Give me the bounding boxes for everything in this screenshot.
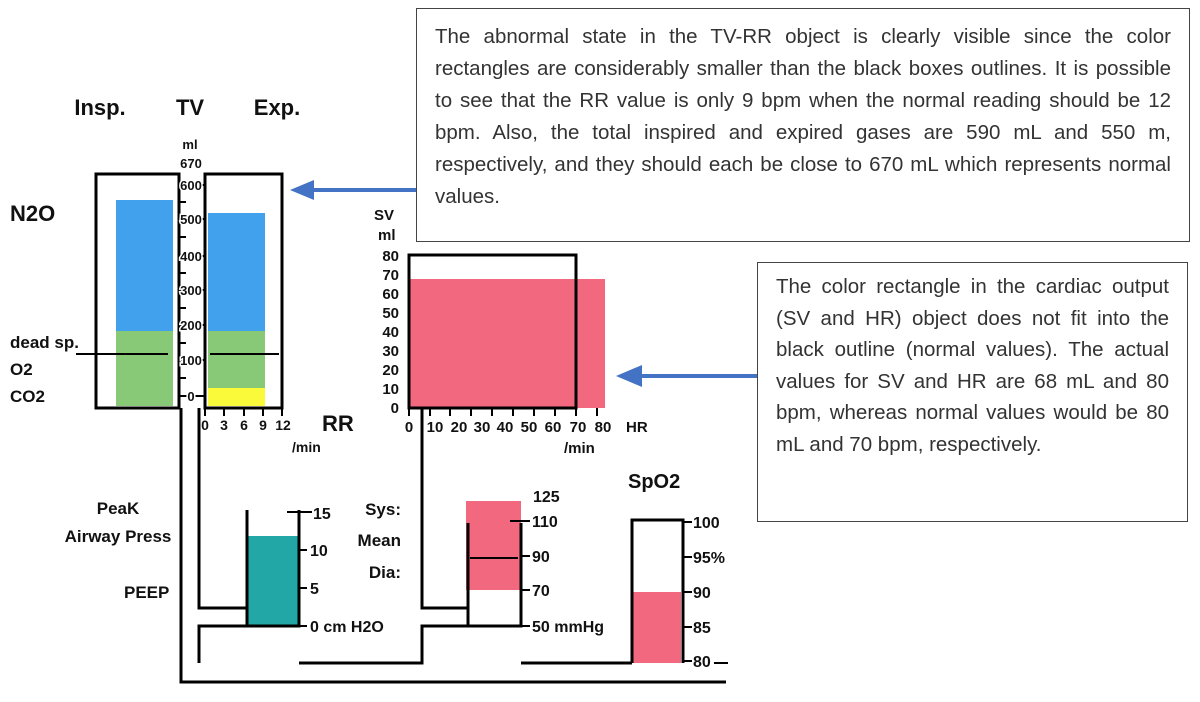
rr-tick-0: 0 [201, 417, 209, 433]
exp-n2o-bar [208, 213, 265, 331]
airway-tick-5: 5 [310, 581, 319, 598]
tv-tick-400: 400 [180, 249, 202, 264]
rr-unit: /min [292, 439, 321, 455]
sv-tick-80: 80 [382, 248, 399, 265]
airway-ticks [287, 511, 312, 627]
tv-rr-object: Insp. TV Exp. ml 670 600 500 40 [10, 95, 354, 455]
bp-tick-125: 125 [533, 489, 560, 506]
spo2-object: SpO2 100 95% 90 85 80 [628, 471, 728, 671]
hr-tick-20: 20 [451, 419, 468, 436]
peep-label: PEEP [124, 583, 169, 602]
hr-axis-ticks [408, 408, 598, 416]
hr-tick-10: 10 [427, 419, 444, 436]
spo2-title: SpO2 [628, 471, 680, 493]
bp-tick-70: 70 [532, 583, 550, 600]
airway-outline [245, 510, 301, 628]
bp-sys-label: Sys: [365, 500, 401, 519]
cardiac-fill [409, 279, 605, 408]
airway-pressure-object: PeaK Airway Press PEEP 15 10 5 0 cm H2O [65, 499, 384, 636]
hr-tick-60: 60 [545, 419, 562, 436]
sv-tick-0: 0 [391, 400, 399, 417]
bp-tick-110: 110 [532, 514, 558, 531]
rr-tick-3: 3 [220, 417, 228, 433]
spo2-tick-95: 95% [693, 550, 725, 567]
rr-title: RR [322, 411, 354, 436]
peak-label-line1: PeaK [97, 499, 140, 518]
blood-pressure-object: Sys: Mean Dia: 125 110 90 70 50 mmHg [358, 489, 605, 636]
arrow-to-tv-object [290, 180, 416, 200]
exp-o2-bar [208, 331, 265, 388]
cardiac-explanation-text: The color rectangle in the cardiac outpu… [776, 275, 1169, 456]
airway-pressure-bar [247, 536, 299, 626]
sv-tick-30: 30 [382, 343, 399, 360]
spo2-tick-90: 90 [693, 585, 711, 602]
rr-tick-6: 6 [240, 417, 248, 433]
peak-label-line2: Airway Press [65, 527, 172, 546]
hr-tick-30: 30 [474, 419, 491, 436]
co2-label: CO2 [10, 387, 45, 406]
sv-unit: ml [378, 227, 396, 244]
tv-scale-ticks [178, 184, 205, 397]
bp-dia-label: Dia: [369, 563, 401, 582]
tv-tick-0: 0 [187, 389, 194, 404]
spo2-ticks [683, 521, 692, 662]
sv-tick-60: 60 [382, 286, 399, 303]
bp-mean-label: Mean [358, 531, 401, 550]
exp-co2-bar [208, 388, 265, 406]
airway-tick-10: 10 [310, 543, 328, 560]
sv-tick-10: 10 [382, 381, 399, 398]
n2o-label: N2O [10, 201, 55, 226]
hr-tick-40: 40 [497, 419, 514, 436]
sv-tick-50: 50 [382, 305, 399, 322]
tv-tick-200: 200 [180, 318, 202, 333]
bp-outline [466, 523, 523, 628]
hr-label: HR [626, 419, 648, 436]
tv-header: TV [176, 95, 204, 120]
tv-tick-300: 300 [180, 283, 202, 298]
spo2-fill [633, 592, 681, 663]
spo2-tick-85: 85 [693, 620, 711, 637]
tv-tick-100: 100 [180, 353, 202, 368]
rr-tick-9: 9 [259, 417, 267, 433]
o2-label: O2 [10, 360, 33, 379]
insp-header: Insp. [74, 95, 125, 120]
insp-o2-bar [116, 331, 173, 406]
airway-tick-15: 15 [313, 506, 331, 523]
hr-tick-80: 80 [595, 419, 612, 436]
cardiac-explanation-callout: The color rectangle in the cardiac outpu… [757, 262, 1188, 522]
hr-tick-50: 50 [521, 419, 538, 436]
bp-range-bar [466, 501, 521, 590]
dead-space-label: dead sp. [10, 333, 79, 352]
rr-tick-12: 12 [275, 417, 291, 433]
tv-unit-label: ml [182, 137, 197, 152]
connector-lines [179, 408, 726, 684]
tv-rr-explanation-text: The abnormal state in the TV-RR object i… [435, 25, 1171, 208]
cardiac-output-object: SV ml 80 70 60 50 40 30 20 10 0 0 10 20 … [374, 207, 648, 457]
hr-tick-70: 70 [570, 419, 587, 436]
arrow-to-cardiac-object [616, 365, 757, 387]
sv-tick-70: 70 [382, 267, 399, 284]
spo2-tick-100: 100 [693, 515, 720, 532]
tv-tick-500: 500 [180, 212, 202, 227]
exp-header: Exp. [254, 95, 300, 120]
spo2-tick-80: 80 [693, 654, 711, 671]
bp-tick-90: 90 [532, 549, 550, 566]
tv-tick-670: 670 [180, 156, 202, 171]
bp-tick-50: 50 mmHg [532, 619, 604, 636]
bp-ticks [510, 520, 530, 627]
rr-axis-ticks [204, 408, 283, 416]
tv-tick-600: 600 [180, 178, 202, 193]
hr-tick-0: 0 [405, 419, 413, 436]
sv-label: SV [374, 207, 394, 224]
tv-rr-explanation-callout: The abnormal state in the TV-RR object i… [416, 8, 1190, 242]
sv-tick-20: 20 [382, 362, 399, 379]
sv-tick-40: 40 [382, 324, 399, 341]
airway-tick-0: 0 cm H2O [310, 619, 384, 636]
hr-unit: /min [564, 440, 595, 457]
insp-n2o-bar [116, 200, 173, 331]
